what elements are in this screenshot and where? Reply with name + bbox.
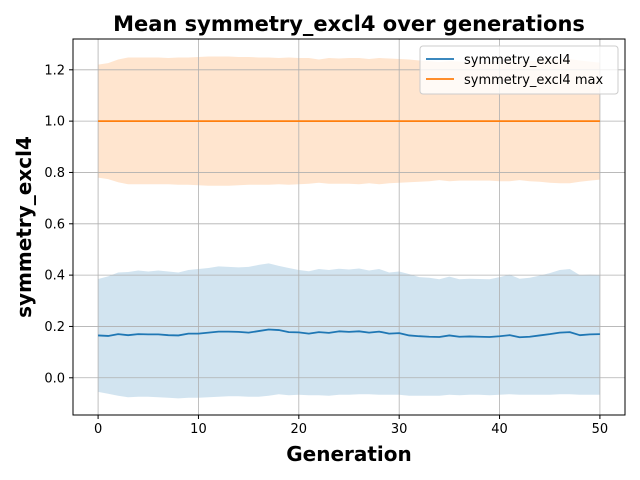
y-tick-label: 0.0 [44, 371, 65, 386]
y-tick-label: 0.8 [44, 166, 65, 181]
series-line-symmetry-excl4 [98, 328, 600, 339]
y-axis-title: symmetry_excl4 [12, 136, 36, 318]
legend: symmetry_excl4 symmetry_excl4 max [419, 45, 619, 95]
series-lines [98, 120, 600, 339]
y-tick-label: 0.2 [44, 320, 65, 335]
x-axis-title: Generation [286, 442, 412, 466]
x-tick-label: 30 [391, 422, 408, 437]
y-tick-label: 0.6 [44, 217, 65, 232]
x-tick-label: 20 [291, 422, 308, 437]
band-symmetry-excl4 [98, 263, 600, 399]
x-tick-label: 10 [190, 422, 207, 437]
y-tick-label: 0.4 [44, 269, 65, 284]
y-axis-ticks: 0.0 0.2 0.4 0.6 0.8 1.0 1.2 [44, 63, 73, 386]
chart-title: Mean symmetry_excl4 over generations [113, 12, 585, 36]
y-tick-label: 1.2 [44, 63, 65, 78]
legend-box [419, 45, 619, 95]
x-tick-label: 0 [94, 422, 102, 437]
x-axis-ticks: 0 10 20 30 40 50 [94, 415, 608, 437]
x-tick-label: 40 [491, 422, 508, 437]
x-tick-label: 50 [592, 422, 609, 437]
plot-frame [72, 38, 626, 416]
y-tick-label: 1.0 [44, 115, 65, 130]
legend-label-max: symmetry_excl4 max [464, 73, 603, 88]
legend-label-mean: symmetry_excl4 [464, 53, 571, 68]
